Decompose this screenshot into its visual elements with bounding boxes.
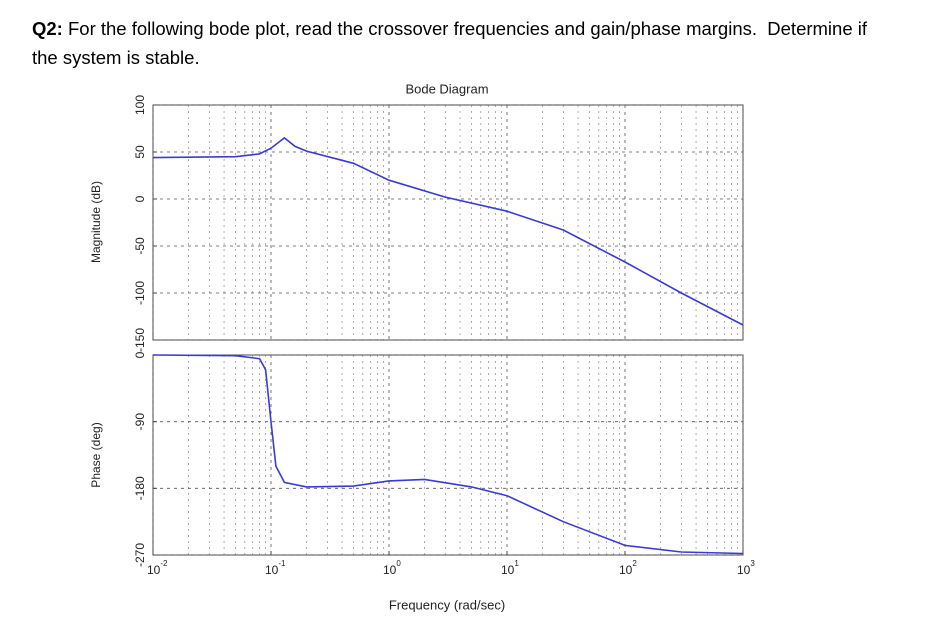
x-axis-label: Frequency (rad/sec) [389,597,505,612]
tick-exponent: -1 [278,559,286,568]
y-axis-label: Magnitude (dB) [89,181,103,263]
tick-exponent: -2 [160,559,168,568]
y-tick-label: -270 [133,543,147,567]
y-tick-label: 0 [133,195,147,202]
x-tick-label: 102 [619,559,637,577]
x-tick-label: 10-1 [265,559,286,577]
tick-base: 10 [147,563,161,577]
y-tick-label: 0 [133,351,147,358]
y-tick-label: -150 [133,328,147,352]
tick-base: 10 [265,563,279,577]
x-tick-label: 10-2 [147,559,168,577]
tick-exponent: 2 [632,559,637,568]
chart-title: Bode Diagram [405,81,488,96]
tick-base: 10 [737,563,751,577]
y-tick-label: -50 [133,237,147,255]
tick-base: 10 [501,563,515,577]
y-tick-label: -90 [133,413,147,431]
plot-area [152,104,744,341]
tick-base: 10 [383,563,397,577]
data-line [152,136,744,326]
y-tick-label: -100 [133,281,147,305]
x-tick-label: 103 [737,559,755,577]
question-line: the system is stable. [32,47,200,68]
tick-exponent: 1 [514,559,519,568]
y-axis-label: Phase (deg) [89,422,103,487]
tick-base: 10 [619,563,633,577]
question-line: For the following bode plot, read the cr… [62,18,868,39]
x-tick-label: 101 [501,559,519,577]
data-line [152,354,744,555]
x-tick-label: 100 [383,559,401,577]
plot-area [152,354,744,556]
y-tick-label: 100 [133,95,147,115]
tick-exponent: 3 [750,559,755,568]
question: Q2: For the following bode plot, read th… [32,14,867,72]
y-tick-label: -180 [133,476,147,500]
question-label: Q2: [32,18,63,39]
y-tick-label: 50 [133,145,147,159]
tick-exponent: 0 [396,559,401,568]
